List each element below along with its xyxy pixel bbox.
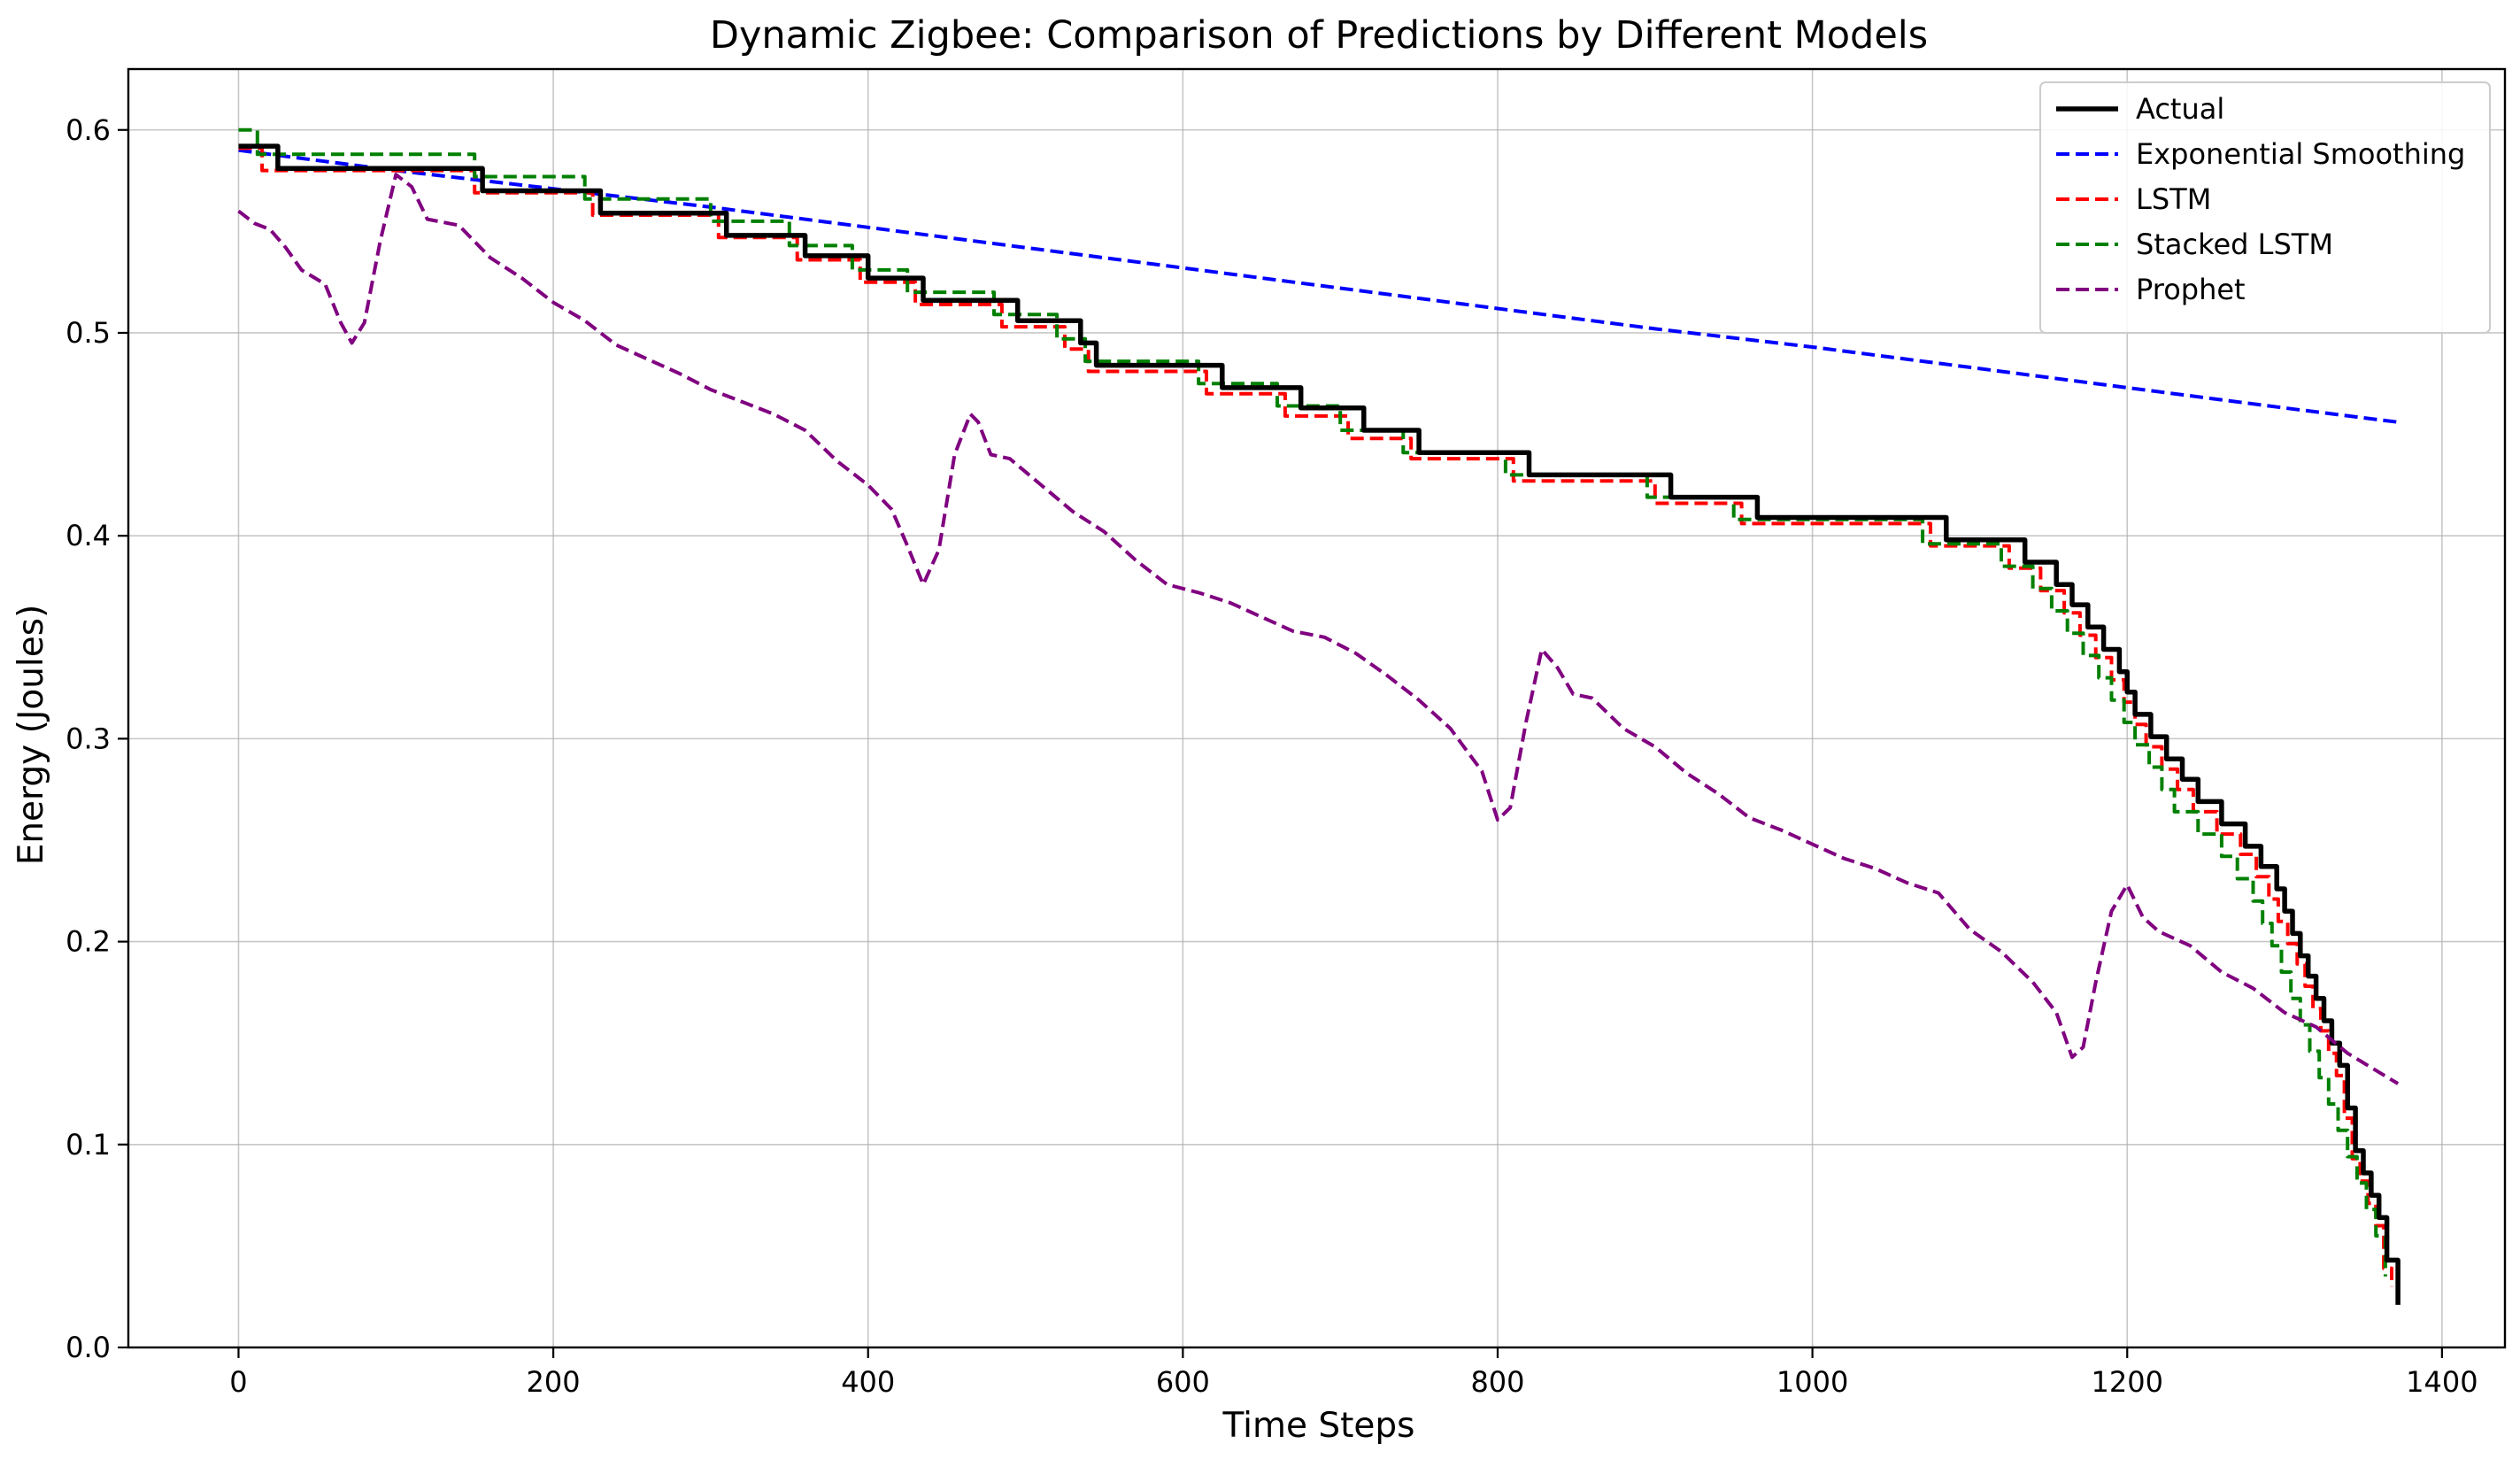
y-tick-label: 0.0 bbox=[66, 1331, 111, 1364]
series-group bbox=[237, 127, 2401, 1305]
axis-ticks: 0 200 400 600 800 1000 1200 1400 0.0 0.1 0.2 0.3 0.4… bbox=[66, 113, 2478, 1399]
x-tick-label: 1400 bbox=[2406, 1365, 2478, 1399]
y-tick-label: 0.1 bbox=[66, 1128, 111, 1162]
y-tick-label: 0.2 bbox=[66, 925, 111, 959]
lstm-line bbox=[238, 146, 2393, 1287]
legend-label-exponential-smoothing: Exponential Smoothing bbox=[2136, 137, 2465, 171]
actual-line bbox=[238, 143, 2401, 1305]
x-tick-label: 800 bbox=[1470, 1365, 1524, 1399]
y-tick-label: 0.4 bbox=[66, 519, 111, 552]
legend-label-prophet: Prophet bbox=[2136, 273, 2246, 306]
prophet-line bbox=[237, 173, 2400, 1085]
legend-label-stacked-lstm: Stacked LSTM bbox=[2136, 228, 2333, 261]
plot-area-frame bbox=[127, 67, 2507, 1349]
legend: Actual Exponential Smoothing LSTM Stacked L… bbox=[2039, 81, 2491, 334]
x-tick-label: 600 bbox=[1156, 1365, 1210, 1399]
y-tick-label: 0.3 bbox=[66, 722, 111, 755]
legend-box bbox=[2039, 81, 2491, 334]
chart-title: Dynamic Zigbee: Comparison of Prediction… bbox=[710, 13, 1928, 58]
x-tick-label: 1200 bbox=[2092, 1365, 2163, 1399]
y-tick-label: 0.5 bbox=[66, 316, 111, 350]
x-tick-label: 200 bbox=[527, 1365, 581, 1399]
x-axis-label: Time Steps bbox=[1222, 1406, 1415, 1446]
legend-label-lstm: LSTM bbox=[2136, 182, 2211, 216]
x-tick-label: 0 bbox=[229, 1365, 247, 1399]
x-tick-label: 1000 bbox=[1776, 1365, 1848, 1399]
legend-label-actual: Actual bbox=[2136, 92, 2224, 126]
stacked-lstm-line bbox=[238, 127, 2387, 1277]
x-tick-label: 400 bbox=[841, 1365, 895, 1399]
y-tick-label: 0.6 bbox=[66, 113, 111, 147]
y-axis-label: Energy (Joules) bbox=[12, 605, 51, 866]
exponential-smoothing-line bbox=[238, 148, 2399, 424]
